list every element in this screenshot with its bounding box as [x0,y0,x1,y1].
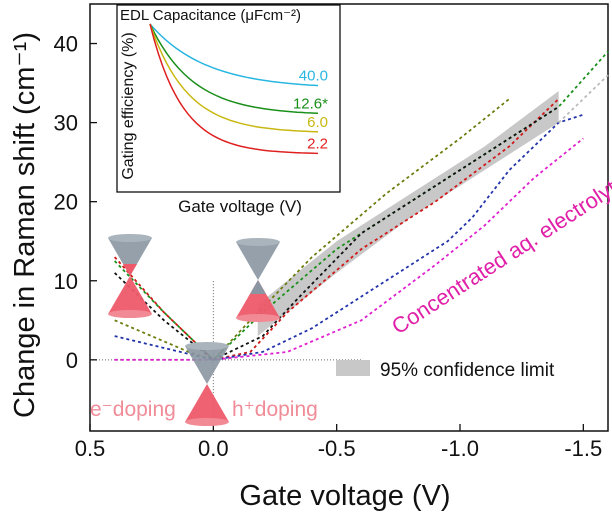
confidence-band [257,90,559,337]
inset-y-label: Gating efficiency (%) [120,32,137,179]
x-axis-title: Gate voltage (V) [239,480,450,512]
main-plot-layer: 0.5 0.0 -0.5 -1.0 -1.5 0 10 20 30 40 [54,32,609,461]
y-tick-label: 30 [54,111,78,136]
inset-x-label: Gate voltage (V) [178,197,302,216]
series-line-2 [113,98,560,361]
x-tick-label: -0.5 [318,436,356,461]
inset-title: EDL Capacitance (μFcm⁻²) [120,7,301,24]
x-tick-label: -1.0 [441,436,479,461]
x-tick-label: 0.0 [198,436,229,461]
inset-curve-0 [149,23,319,87]
inset-curve-2 [149,23,319,133]
e-doping-label: e⁻doping [90,398,176,421]
y-tick-label: 10 [54,269,78,294]
inset-curve-1 [149,23,319,115]
y-tick-label: 20 [54,190,78,215]
inset-curve-3 [149,23,319,155]
dirac-cone-electron-doped [108,234,152,318]
h-doping-label: h⁺doping [232,398,318,421]
x-tick-label: -1.5 [564,436,602,461]
series-line-6 [558,74,609,124]
inset-series-label: 12.6* [293,95,328,112]
inset-chart: EDL Capacitance (μFcm⁻²) Gate voltage (V… [116,4,341,216]
dirac-cone-hole-doped [236,238,280,322]
y-tick-label: 0 [66,348,78,373]
y-tick-label: 40 [54,32,78,57]
x-tick-label: 0.5 [75,436,106,461]
confidence-legend-label: 95% confidence limit [380,360,555,381]
confidence-legend-swatch [336,360,370,376]
y-axis-title: Change in Raman shift (cm⁻¹) [9,32,41,418]
plot-frame [89,3,609,432]
series-line-5 [114,137,584,361]
inset-series-label: 6.0 [307,114,328,131]
inset-series-label: 40.0 [299,68,328,85]
dirac-cone-neutral [185,342,229,426]
inset-series-label: 2.2 [307,135,328,152]
series-line-3 [114,106,560,361]
inset-curves-layer: 40.0 12.6* 6.0 2.2 [149,23,328,155]
